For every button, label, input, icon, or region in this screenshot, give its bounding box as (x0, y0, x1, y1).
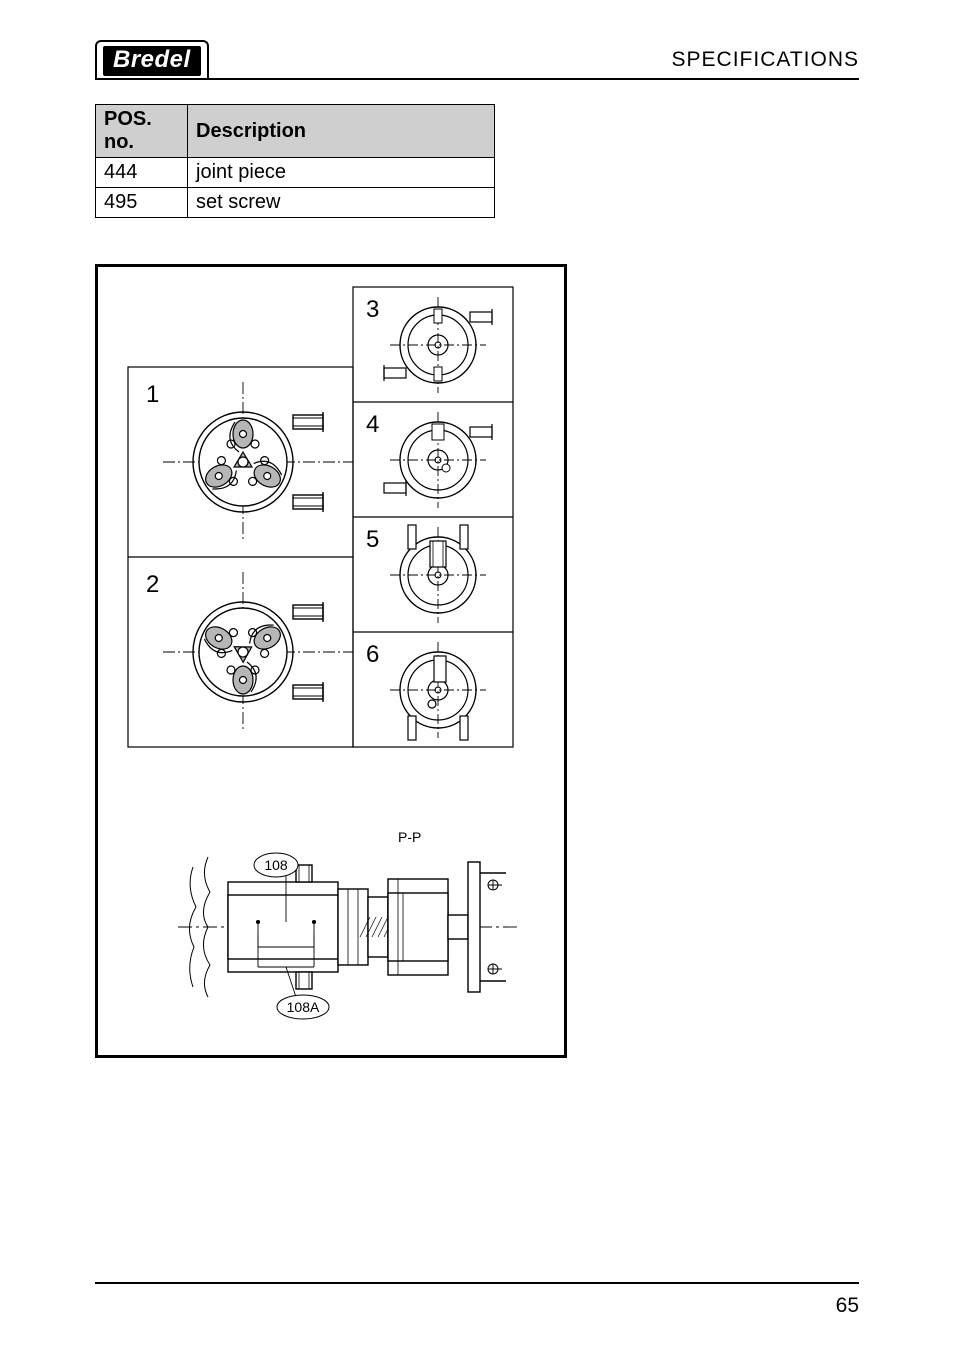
table-row: 495 set screw (96, 188, 495, 218)
panel-5: 5 (366, 525, 486, 623)
brand-logo: Bredel (103, 46, 201, 76)
table-cell-desc: joint piece (188, 158, 495, 188)
panel-label: 3 (366, 296, 379, 323)
callout-108: 108 (254, 853, 298, 877)
header-rule (95, 78, 859, 80)
panel-label: 1 (146, 381, 159, 408)
panel-label: 2 (146, 571, 159, 598)
panel-1: 1 (146, 381, 353, 542)
section-label: P-P (398, 829, 421, 845)
table-col-desc: Description (188, 105, 495, 158)
page-header: Bredel SPECIFICATIONS (95, 30, 859, 78)
panel-label: 6 (366, 641, 379, 668)
panel-label: 5 (366, 526, 379, 553)
panel-4: 4 (366, 411, 492, 508)
footer-rule (95, 1282, 859, 1284)
table-cell-pos: 444 (96, 158, 188, 188)
panel-label: 4 (366, 411, 379, 438)
table-header-row: POS. no. Description (96, 105, 495, 158)
page-number: 65 (836, 1294, 859, 1318)
table-cell-desc: set screw (188, 188, 495, 218)
callout-label: 108 (264, 857, 288, 873)
spec-table: POS. no. Description 444 joint piece 495… (95, 104, 495, 218)
brand-tab: Bredel (95, 40, 209, 78)
panel-6: 6 (366, 641, 486, 740)
figure-svg: 1 2 (98, 267, 564, 1055)
table-row: 444 joint piece (96, 158, 495, 188)
section-title: SPECIFICATIONS (672, 48, 859, 78)
lower-section: P-P (178, 829, 518, 1019)
table-col-pos: POS. no. (96, 105, 188, 158)
page-content: Bredel SPECIFICATIONS POS. no. Descripti… (95, 30, 859, 1310)
callout-label: 108A (287, 999, 320, 1015)
technical-figure: 1 2 (95, 264, 567, 1058)
callout-108a: 108A (277, 995, 329, 1019)
panel-2: 2 (146, 571, 353, 732)
panel-3: 3 (366, 296, 492, 393)
table-cell-pos: 495 (96, 188, 188, 218)
